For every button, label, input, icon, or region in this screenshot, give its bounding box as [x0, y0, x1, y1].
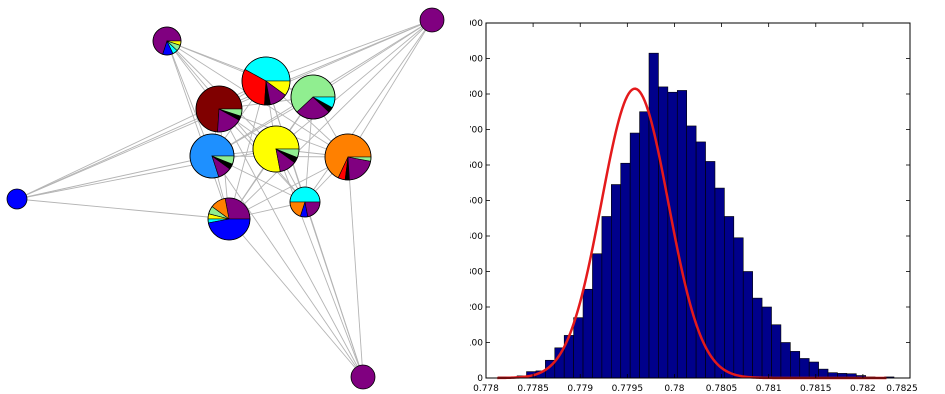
histogram-bar	[808, 361, 819, 379]
network-node	[195, 85, 243, 133]
network-graph	[6, 7, 445, 390]
histogram-bar	[573, 317, 584, 379]
pie-outline	[207, 197, 251, 241]
network-edge	[347, 19, 433, 158]
histogram-bar	[818, 368, 829, 379]
histogram-bar	[705, 161, 716, 379]
y-tick-label: 700	[470, 126, 483, 136]
y-tick-label: 900	[470, 55, 483, 65]
x-tick-label: 0.7815	[800, 384, 832, 394]
y-tick-label: 600	[470, 161, 483, 171]
network-edge	[16, 148, 277, 200]
histogram-bar	[648, 52, 659, 379]
pie-slice	[419, 7, 445, 33]
network-edge	[312, 19, 433, 98]
network-edge	[166, 40, 230, 220]
pie-outline	[290, 74, 336, 120]
network-edge	[304, 201, 364, 378]
y-tick-label: 400	[470, 232, 483, 242]
x-tick-label: 0.782	[850, 384, 876, 394]
y-tick-label: 500	[470, 197, 483, 207]
y-tick-label: 100	[470, 339, 483, 349]
network-nodes	[6, 7, 445, 390]
network-edge	[265, 19, 433, 82]
histogram-bar	[733, 237, 744, 379]
network-edge	[228, 19, 433, 220]
histogram-bar	[799, 358, 810, 379]
pie-outline	[195, 85, 243, 133]
x-tick-label: 0.778	[473, 384, 499, 394]
x-tick-label: 0.7785	[517, 384, 549, 394]
network-edge	[211, 155, 364, 378]
x-tick-label: 0.7805	[706, 384, 738, 394]
network-node	[252, 125, 300, 173]
x-tick-label: 0.78	[664, 384, 684, 394]
histogram-bar	[658, 86, 669, 379]
histogram-bar	[554, 347, 565, 379]
x-tick-label: 0.7795	[612, 384, 644, 394]
network-node	[419, 7, 445, 33]
network-node	[290, 74, 336, 120]
pie-outline	[241, 56, 291, 106]
pie-slice	[224, 197, 251, 220]
histogram-bar	[592, 253, 603, 379]
network-node	[207, 197, 251, 241]
network-edge	[218, 108, 364, 378]
y-tick-label: 200	[470, 303, 483, 313]
histogram-chart: 01002003004005006007008009001000 0.7780.…	[470, 19, 918, 394]
network-edge	[228, 218, 364, 378]
pie-outline	[324, 133, 372, 181]
histogram-bar	[601, 216, 612, 379]
y-tick-label: 0	[477, 374, 483, 384]
histogram-bar	[714, 187, 725, 379]
network-edge	[347, 156, 364, 378]
x-tick-label: 0.779	[567, 384, 593, 394]
network-edge	[275, 19, 433, 150]
histogram-bar	[582, 288, 593, 379]
pie-slice	[6, 188, 28, 210]
histogram-bar	[724, 216, 735, 379]
pie-outline	[189, 133, 235, 179]
network-edge	[16, 198, 230, 220]
network-edge	[16, 155, 213, 200]
y-tick-label: 300	[470, 268, 483, 278]
network-edge	[16, 108, 220, 200]
network-edge	[304, 19, 433, 203]
histogram-bars	[497, 52, 895, 379]
histogram-bar	[676, 90, 687, 379]
network-edge	[275, 148, 364, 378]
network-node	[324, 133, 372, 181]
network-node	[189, 133, 235, 179]
network-node	[289, 186, 321, 218]
pie-outline	[289, 186, 321, 218]
network-node	[152, 26, 182, 56]
pie-outline	[152, 26, 182, 56]
y-tick-label: 800	[470, 90, 483, 100]
x-tick-label: 0.7825	[886, 384, 918, 394]
histogram-bar	[771, 324, 782, 379]
network-node	[241, 56, 291, 106]
pie-slice	[350, 364, 376, 390]
histogram-bar	[686, 125, 697, 379]
x-tick-label: 0.781	[756, 384, 782, 394]
histogram-bar	[742, 271, 753, 379]
network-node	[6, 188, 28, 210]
y-axis-ticks: 0 100 200 300 400 500 600 700 800 900 1000	[470, 19, 910, 384]
histogram-bar	[780, 342, 791, 379]
histogram-bar	[611, 184, 622, 379]
y-tick-label: 1000	[470, 19, 483, 29]
histogram-bar	[629, 132, 640, 379]
histogram-bar	[752, 297, 763, 379]
histogram-bar	[761, 306, 772, 379]
histogram-bar	[790, 351, 801, 379]
x-axis-ticks: 0.778 0.7785 0.779 0.7795 0.78 0.7805 0.781 0.7…	[473, 23, 918, 394]
histogram-bar	[620, 162, 631, 379]
pie-outline	[252, 125, 300, 173]
network-node	[350, 364, 376, 390]
histogram-bar	[639, 111, 650, 379]
